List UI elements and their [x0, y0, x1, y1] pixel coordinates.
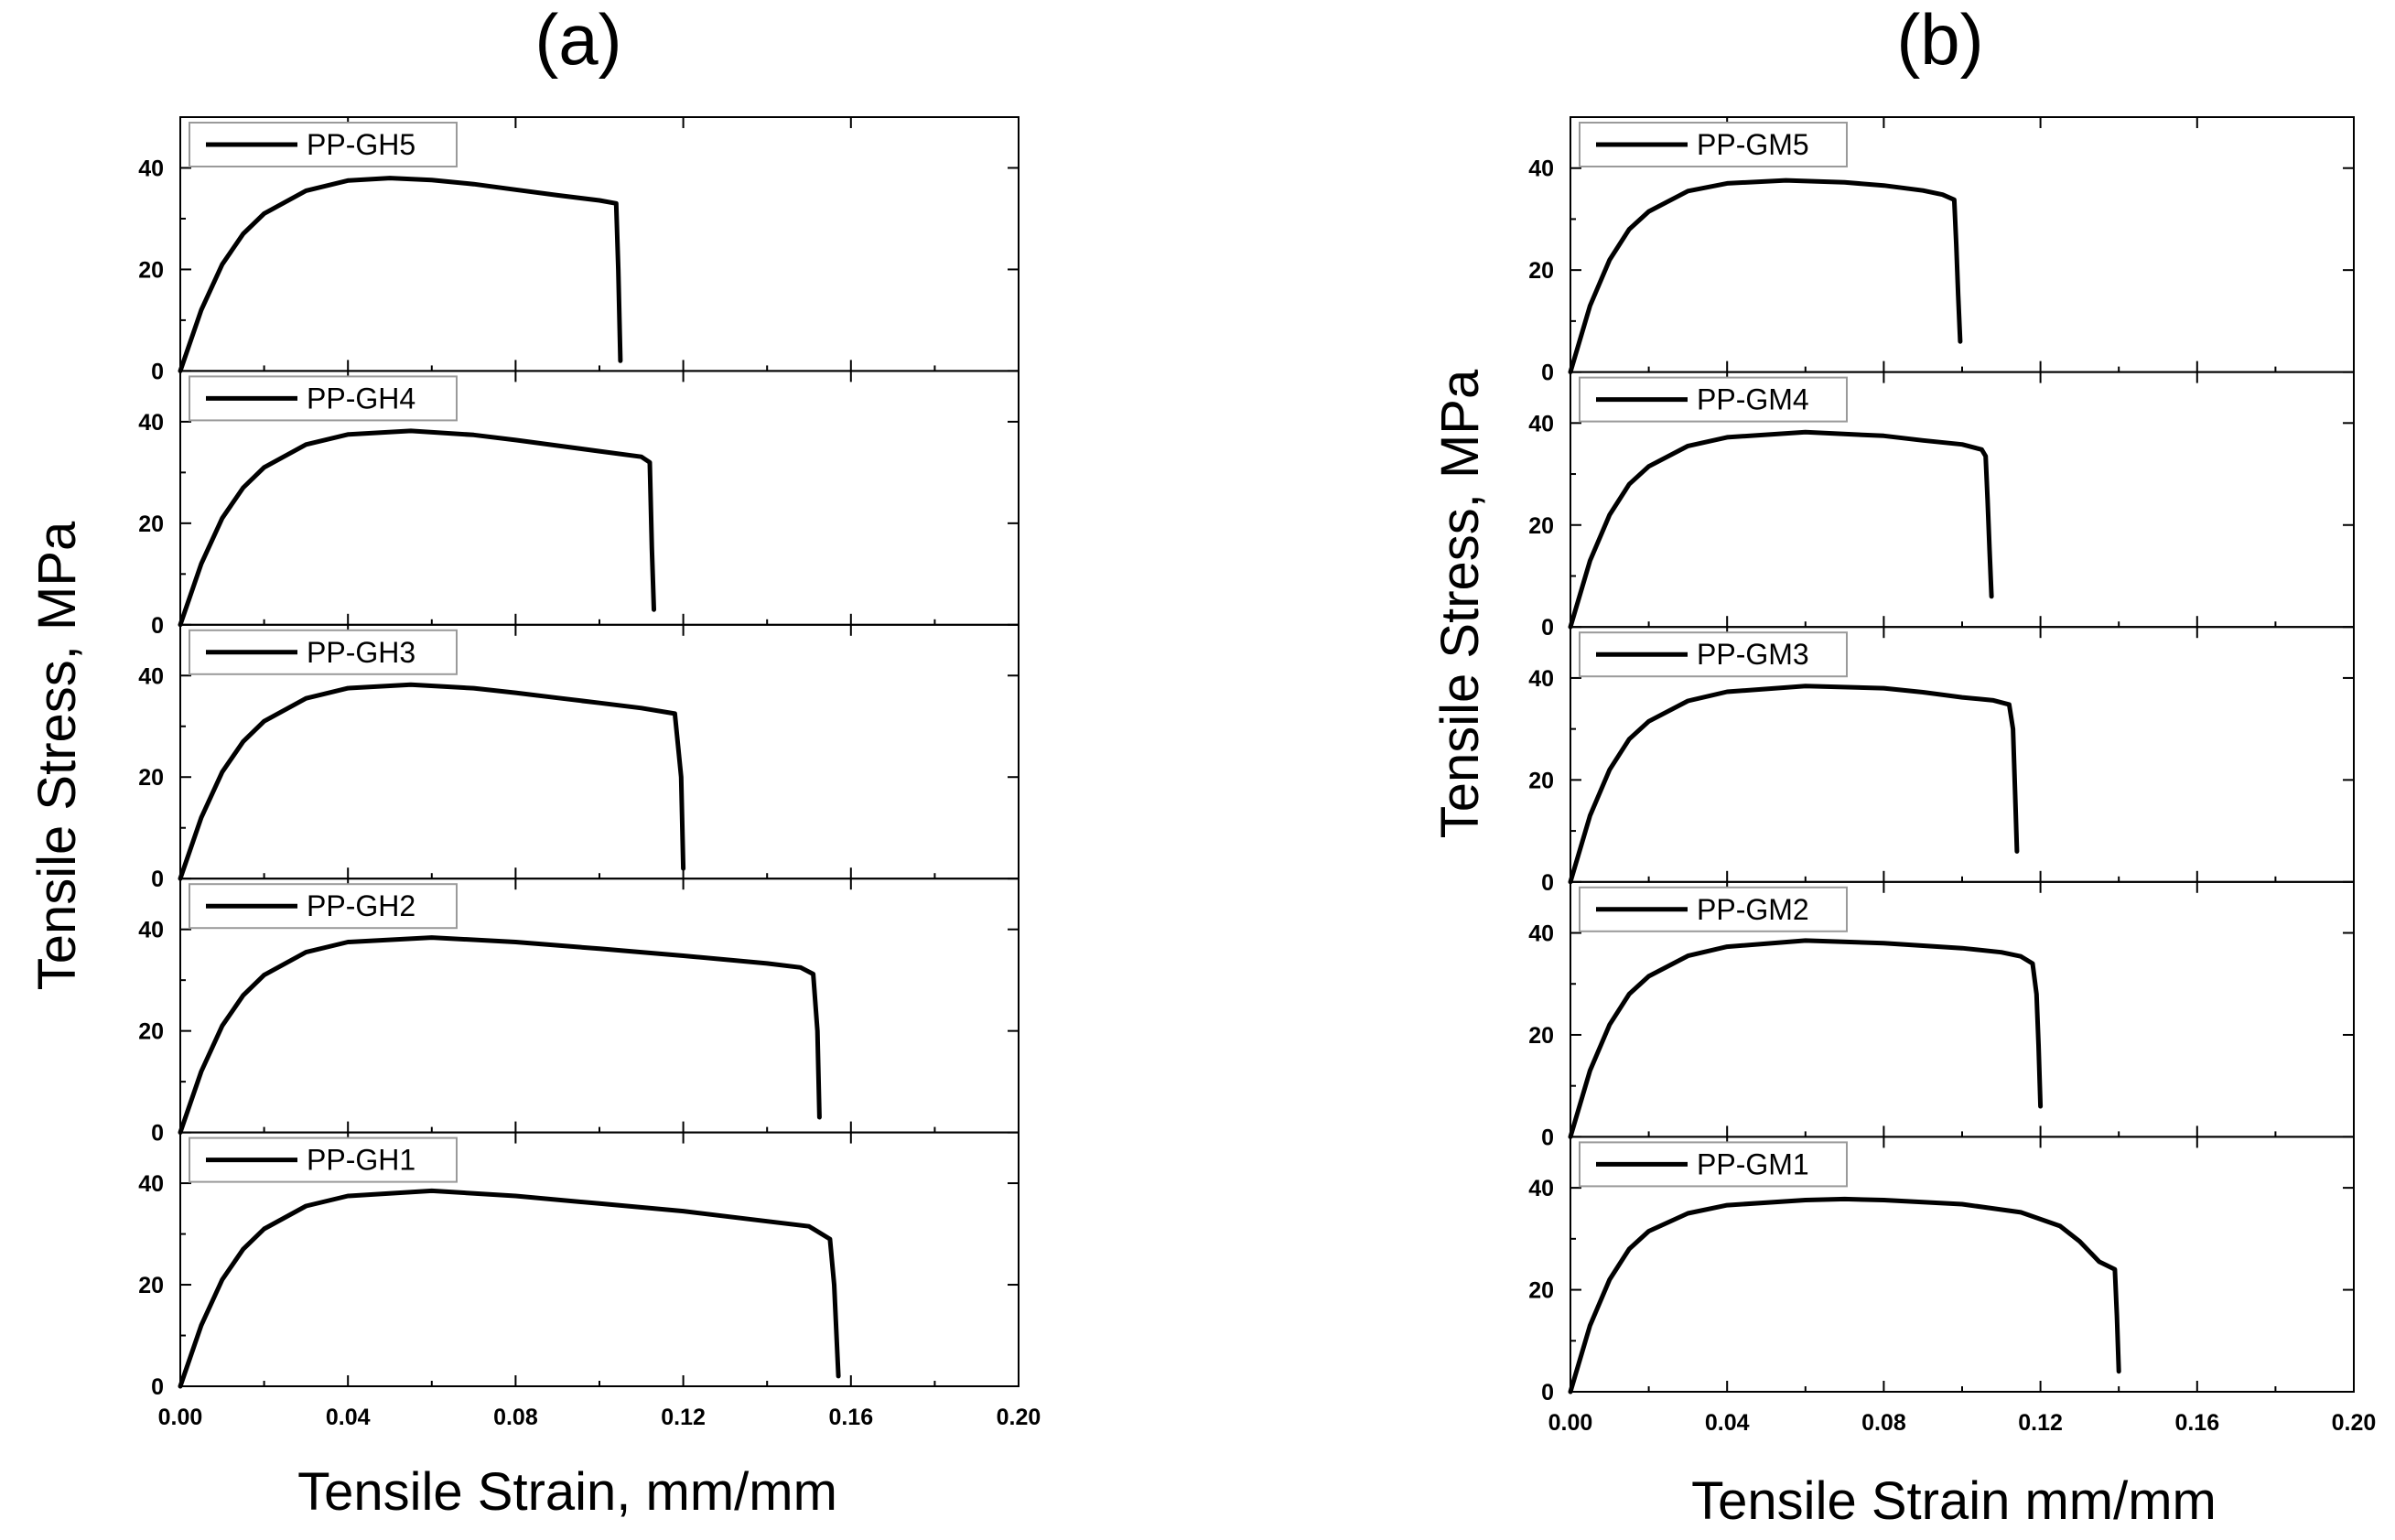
y-tick-label: 20: [1528, 1023, 1554, 1049]
panel-label: (a): [534, 0, 621, 80]
subplot-pp-gh2: 0 20 40 PP-GH2: [138, 878, 1019, 1147]
subplot-pp-gh1: 0 20 40 PP-GH1: [138, 1131, 1019, 1400]
y-tick-label: 0: [1541, 361, 1554, 386]
series-line-pp-gm5: [1568, 178, 1963, 375]
x-tick-label: 0.00: [158, 1405, 203, 1430]
x-tick-label: 0.00: [1548, 1410, 1593, 1436]
legend-label: PP-GM3: [1697, 638, 1809, 671]
y-tick-label: 20: [1528, 513, 1554, 539]
series-line-pp-gh2: [178, 935, 822, 1136]
y-tick-label: 0: [1541, 1380, 1554, 1405]
subplot-pp-gh5: 0 20 40 PP-GH5: [138, 116, 1019, 384]
y-tick-label: 0: [1541, 1125, 1554, 1150]
series-line-pp-gm3: [1568, 684, 2020, 885]
x-tick-label: 0.08: [493, 1405, 538, 1430]
y-tick-label: 0: [1541, 870, 1554, 896]
x-axis-title: Tensile Strain, mm/mm: [297, 1462, 837, 1522]
legend-label: PP-GM4: [1697, 383, 1809, 416]
y-tick-label: 40: [1528, 921, 1554, 947]
chart-panel-b: (b) 0 20 40 PP-GM5 0 20 40 PP-GM4 0 20 40 PP-GM3 0 20 4…: [1430, 0, 2376, 1531]
legend-label: PP-GM2: [1697, 893, 1809, 926]
y-tick-label: 0: [1541, 615, 1554, 641]
x-tick-label: 0.08: [1861, 1410, 1906, 1436]
y-tick-label: 0: [151, 867, 164, 892]
y-tick-label: 40: [138, 410, 164, 436]
y-tick-label: 20: [1528, 768, 1554, 793]
y-tick-label: 40: [138, 663, 164, 689]
x-tick-label: 0.16: [828, 1405, 873, 1430]
series-line-pp-gm1: [1568, 1196, 2121, 1395]
legend-label: PP-GM1: [1697, 1147, 1809, 1180]
y-tick-label: 40: [1528, 1176, 1554, 1201]
series-line-pp-gh5: [178, 176, 623, 373]
subplot-pp-gh3: 0 20 40 PP-GH3: [138, 623, 1019, 892]
x-tick-label: 0.12: [2018, 1410, 2063, 1436]
y-tick-label: 20: [1528, 258, 1554, 284]
y-tick-label: 20: [138, 1019, 164, 1045]
y-tick-label: 0: [151, 1374, 164, 1400]
y-tick-label: 0: [151, 613, 164, 639]
y-tick-label: 20: [138, 1273, 164, 1298]
x-tick-label: 0.04: [326, 1405, 371, 1430]
y-tick-label: 40: [138, 156, 164, 181]
y-tick-label: 0: [151, 1121, 164, 1147]
y-tick-label: 40: [1528, 666, 1554, 692]
x-tick-label: 0.16: [2174, 1410, 2219, 1436]
y-tick-label: 40: [1528, 156, 1554, 182]
series-line-pp-gm2: [1568, 938, 2044, 1139]
x-axis-title: Tensile Strain mm/mm: [1691, 1471, 2217, 1531]
x-tick-label: 0.12: [661, 1405, 706, 1430]
x-tick-label: 0.20: [2332, 1410, 2377, 1436]
series-line-pp-gm4: [1568, 429, 1994, 630]
y-tick-label: 20: [1528, 1278, 1554, 1304]
legend-label: PP-GH2: [307, 889, 415, 922]
series-line-pp-gh1: [178, 1188, 841, 1389]
x-tick-label: 0.20: [997, 1405, 1041, 1430]
subplot-pp-gm3: 0 20 40 PP-GM3: [1528, 626, 2355, 896]
series-line-pp-gh4: [178, 428, 656, 628]
y-tick-label: 40: [138, 1171, 164, 1197]
subplot-pp-gm1: 0 20 40 PP-GM1: [1528, 1136, 2355, 1405]
legend-label: PP-GH5: [307, 128, 415, 161]
subplot-pp-gm4: 0 20 40 PP-GM4: [1528, 371, 2355, 641]
y-tick-label: 0: [151, 359, 164, 384]
y-tick-label: 20: [138, 257, 164, 283]
legend-label: PP-GH3: [307, 636, 415, 669]
y-tick-label: 20: [138, 512, 164, 537]
subplot-pp-gm5: 0 20 40 PP-GM5: [1528, 116, 2355, 386]
legend-label: PP-GH4: [307, 382, 415, 415]
subplot-pp-gm2: 0 20 40 PP-GM2: [1528, 880, 2355, 1150]
y-tick-label: 40: [1528, 411, 1554, 436]
panel-label: (b): [1896, 0, 1983, 80]
y-axis-title: Tensile Stress, MPa: [27, 521, 87, 990]
series-line-pp-gh3: [178, 682, 686, 881]
chart-panel-a: (a) 0 20 40 PP-GH5 0 20 40 PP-GH4 0 20 40 PP-GH3 0 20 4…: [27, 0, 1041, 1522]
y-axis-title: Tensile Stress, MPa: [1430, 369, 1490, 838]
legend-label: PP-GH1: [307, 1144, 415, 1177]
legend-label: PP-GM5: [1697, 128, 1809, 161]
x-tick-label: 0.04: [1705, 1410, 1750, 1436]
y-tick-label: 20: [138, 765, 164, 791]
y-tick-label: 40: [138, 918, 164, 943]
subplot-pp-gh4: 0 20 40 PP-GH4: [138, 370, 1019, 639]
